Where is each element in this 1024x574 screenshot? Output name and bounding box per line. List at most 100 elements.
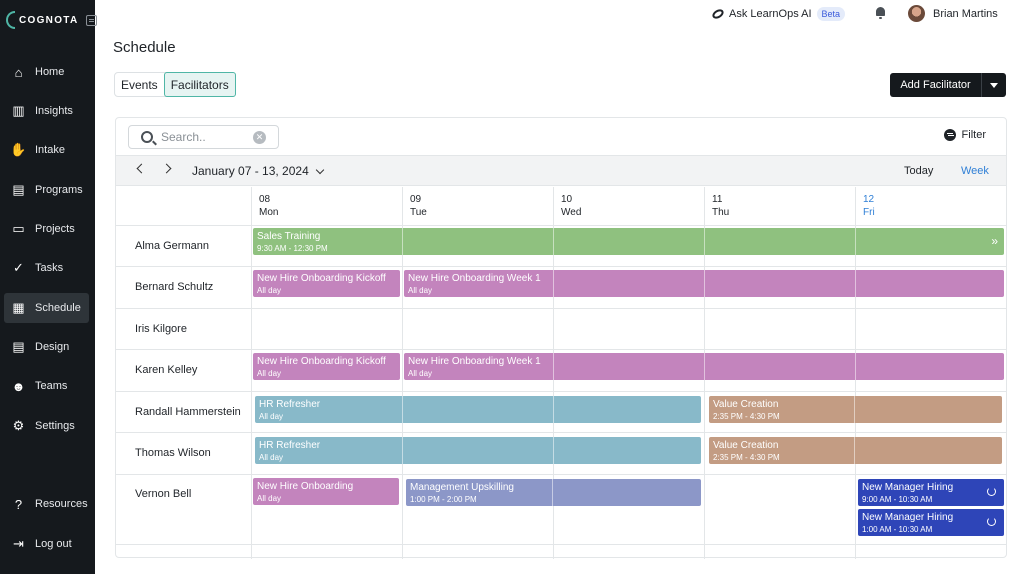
view-toggle: Events Facilitators bbox=[114, 72, 236, 97]
event-block[interactable]: New Manager Hiring 9:00 AM - 10:30 AM bbox=[858, 479, 1004, 506]
table-row: Vernon Bell bbox=[116, 475, 1006, 545]
add-facilitator-button[interactable]: Add Facilitator bbox=[890, 73, 982, 97]
calendar-icon: ▦ bbox=[12, 300, 25, 315]
logout-icon: ⇥ bbox=[13, 536, 24, 551]
event-block[interactable]: New Manager Hiring 1:00 AM - 10:30 AM bbox=[858, 509, 1004, 536]
facilitator-name[interactable]: Randall Hammerstein bbox=[135, 406, 241, 418]
divider bbox=[854, 396, 855, 423]
clear-search-icon[interactable]: ✕ bbox=[253, 131, 266, 144]
table-row: Thomas Wilson bbox=[116, 433, 1006, 475]
avatar[interactable] bbox=[908, 5, 925, 22]
facilitator-name[interactable]: Thomas Wilson bbox=[135, 447, 211, 459]
sidebar-item-insights[interactable]: ▥ Insights bbox=[4, 96, 89, 126]
event-time: All day bbox=[408, 369, 433, 378]
bell-icon[interactable] bbox=[875, 7, 886, 19]
event-block[interactable]: Value Creation 2:35 PM - 4:30 PM bbox=[709, 437, 1002, 464]
day-header: 10 Wed bbox=[553, 187, 704, 225]
facilitator-name[interactable]: Alma Germann bbox=[135, 240, 209, 252]
event-time: 9:00 AM - 10:30 AM bbox=[862, 495, 933, 504]
design-icon: ▤ bbox=[12, 339, 25, 354]
collapse-sidebar-icon[interactable] bbox=[86, 14, 98, 26]
divider bbox=[402, 396, 403, 423]
table-row: Bernard Schultz bbox=[116, 267, 1006, 309]
event-block[interactable]: New Hire Onboarding Week 1 All day bbox=[404, 353, 1004, 380]
insights-icon: ▥ bbox=[12, 103, 25, 118]
sidebar-item-home[interactable]: ⌂ Home bbox=[4, 57, 89, 87]
hand-icon: ✋ bbox=[10, 142, 27, 157]
day-number: 08 bbox=[259, 194, 271, 205]
filter-button[interactable]: Filter bbox=[943, 129, 986, 141]
sidebar-item-label: Intake bbox=[35, 144, 65, 156]
event-time: All day bbox=[259, 412, 284, 421]
continues-icon: » bbox=[991, 234, 998, 248]
day-name: Tue bbox=[410, 207, 427, 218]
sidebar-item-tasks[interactable]: ✓ Tasks bbox=[4, 253, 89, 283]
sidebar-item-label: Teams bbox=[35, 380, 68, 392]
sidebar-item-programs[interactable]: ▤ Programs bbox=[4, 175, 89, 205]
sidebar-item-label: Programs bbox=[35, 184, 83, 196]
sidebar-item-label: Log out bbox=[35, 538, 72, 550]
divider bbox=[855, 225, 856, 559]
event-block[interactable]: HR Refresher All day bbox=[255, 396, 701, 423]
gear-icon: ⚙ bbox=[12, 418, 25, 433]
divider bbox=[553, 353, 554, 380]
event-time: All day bbox=[257, 369, 282, 378]
sidebar-item-schedule[interactable]: ▦ Schedule bbox=[4, 293, 89, 323]
sidebar-item-logout[interactable]: ⇥ Log out bbox=[4, 529, 89, 559]
week-view-button[interactable]: Week bbox=[961, 165, 989, 177]
event-block[interactable]: Management Upskilling 1:00 PM - 2:00 PM bbox=[406, 479, 701, 506]
event-block[interactable]: New Hire Onboarding All day bbox=[253, 478, 399, 505]
day-header: 09 Tue bbox=[402, 187, 553, 225]
facilitator-name[interactable]: Karen Kelley bbox=[135, 364, 198, 376]
sidebar-item-settings[interactable]: ⚙ Settings bbox=[4, 411, 89, 441]
schedule-calendar: ✕ Filter January 07 - 13, 2024 Today Wee… bbox=[115, 117, 1007, 559]
logo[interactable]: COGNOTA bbox=[6, 10, 98, 30]
divider bbox=[704, 225, 705, 559]
search-box: ✕ bbox=[128, 125, 279, 149]
event-block[interactable]: HR Refresher All day bbox=[255, 437, 701, 464]
user-name[interactable]: Brian Martins bbox=[933, 8, 998, 20]
divider bbox=[704, 353, 705, 380]
event-block[interactable]: New Hire Onboarding Week 1 All day bbox=[404, 270, 1004, 297]
date-range-picker[interactable]: January 07 - 13, 2024 bbox=[192, 164, 324, 178]
divider bbox=[553, 437, 554, 464]
search-input[interactable] bbox=[161, 130, 241, 144]
event-title: Management Upskilling bbox=[410, 482, 514, 493]
today-button[interactable]: Today bbox=[904, 165, 934, 177]
calendar-toolbar: January 07 - 13, 2024 Today Week bbox=[116, 155, 1006, 186]
event-block[interactable]: New Hire Onboarding Kickoff All day bbox=[253, 270, 400, 297]
next-week-icon[interactable] bbox=[161, 163, 172, 174]
event-title: New Manager Hiring bbox=[862, 482, 954, 493]
event-block[interactable]: New Hire Onboarding Kickoff All day bbox=[253, 353, 400, 380]
facilitator-name[interactable]: Iris Kilgore bbox=[135, 323, 187, 335]
divider bbox=[402, 228, 403, 255]
beta-badge: Beta bbox=[816, 7, 846, 21]
previous-week-icon[interactable] bbox=[136, 163, 147, 174]
event-block[interactable]: Value Creation 2:35 PM - 4:30 PM bbox=[709, 396, 1002, 423]
facilitator-name[interactable]: Vernon Bell bbox=[135, 488, 192, 500]
sidebar-item-projects[interactable]: ▭ Projects bbox=[4, 214, 89, 244]
projects-icon: ▭ bbox=[12, 221, 25, 236]
event-title: New Manager Hiring bbox=[862, 512, 954, 523]
tab-events[interactable]: Events bbox=[121, 77, 158, 92]
tab-facilitators[interactable]: Facilitators bbox=[163, 72, 236, 97]
sidebar-item-label: Tasks bbox=[35, 262, 64, 274]
divider bbox=[854, 437, 855, 464]
sidebar-item-label: Design bbox=[35, 341, 70, 353]
sidebar-item-teams[interactable]: ☻ Teams bbox=[4, 371, 89, 401]
divider bbox=[553, 228, 554, 255]
sidebar-item-design[interactable]: ▤ Design bbox=[4, 332, 89, 362]
event-block[interactable]: Sales Training 9:30 AM - 12:30 PM » bbox=[253, 228, 1004, 255]
recurring-icon bbox=[987, 487, 996, 496]
sidebar-item-intake[interactable]: ✋ Intake bbox=[4, 135, 89, 165]
divider bbox=[855, 228, 856, 255]
divider bbox=[402, 437, 403, 464]
ask-learnops-button[interactable]: Ask LearnOps AI Beta bbox=[710, 7, 846, 21]
event-title: Value Creation bbox=[713, 440, 779, 451]
facilitator-name[interactable]: Bernard Schultz bbox=[135, 281, 214, 293]
event-time: 9:30 AM - 12:30 PM bbox=[257, 244, 328, 253]
divider bbox=[553, 396, 554, 423]
add-facilitator-menu-button[interactable] bbox=[982, 73, 1006, 97]
sidebar-item-resources[interactable]: ? Resources bbox=[4, 489, 89, 519]
sidebar-item-label: Resources bbox=[35, 498, 88, 510]
